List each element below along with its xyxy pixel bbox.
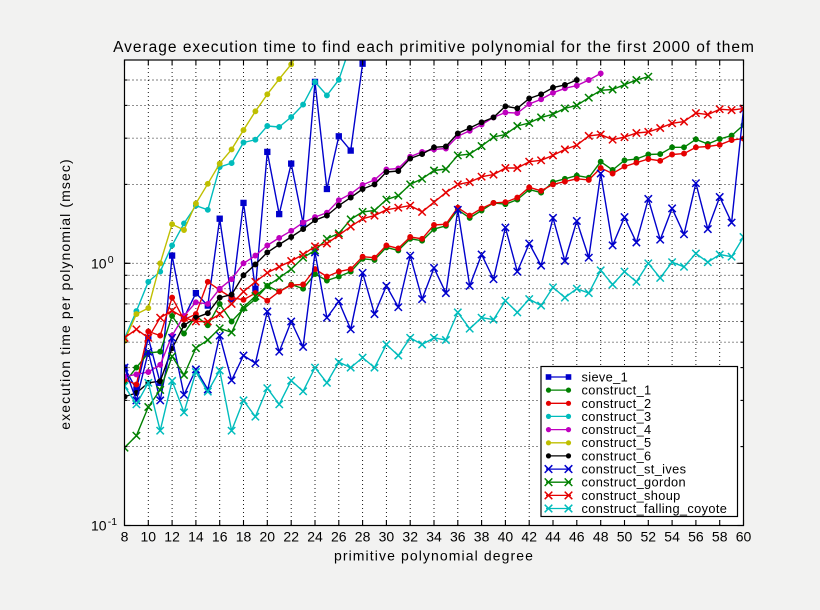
svg-text:16: 16 bbox=[212, 529, 228, 545]
svg-text:primitive polynomial degree: primitive polynomial degree bbox=[334, 548, 534, 564]
svg-text:8: 8 bbox=[121, 529, 129, 545]
svg-text:40: 40 bbox=[498, 529, 514, 545]
svg-text:48: 48 bbox=[593, 529, 609, 545]
svg-text:52: 52 bbox=[641, 529, 657, 545]
svg-text:36: 36 bbox=[450, 529, 466, 545]
svg-text:10: 10 bbox=[141, 529, 157, 545]
svg-text:construct_shoup: construct_shoup bbox=[582, 488, 681, 503]
svg-text:12: 12 bbox=[164, 529, 180, 545]
svg-text:54: 54 bbox=[664, 529, 680, 545]
svg-text:construct_3: construct_3 bbox=[582, 409, 652, 424]
svg-text:46: 46 bbox=[569, 529, 585, 545]
svg-text:construct_5: construct_5 bbox=[582, 435, 652, 450]
svg-text:56: 56 bbox=[688, 529, 704, 545]
svg-text:50: 50 bbox=[617, 529, 633, 545]
svg-text:44: 44 bbox=[545, 529, 561, 545]
svg-text:38: 38 bbox=[474, 529, 490, 545]
svg-text:34: 34 bbox=[426, 529, 442, 545]
svg-text:30: 30 bbox=[379, 529, 395, 545]
svg-text:32: 32 bbox=[402, 529, 418, 545]
svg-text:60: 60 bbox=[736, 529, 752, 545]
svg-text:construct_4: construct_4 bbox=[582, 422, 652, 437]
svg-text:42: 42 bbox=[521, 529, 537, 545]
svg-text:sieve_1: sieve_1 bbox=[582, 370, 629, 385]
svg-text:construct_2: construct_2 bbox=[582, 396, 652, 411]
svg-text:construct_st_ives: construct_st_ives bbox=[582, 462, 687, 477]
svg-text:58: 58 bbox=[712, 529, 728, 545]
svg-text:construct_falling_coyote: construct_falling_coyote bbox=[582, 501, 728, 516]
svg-text:24: 24 bbox=[307, 529, 323, 545]
svg-text:construct_gordon: construct_gordon bbox=[582, 475, 686, 490]
svg-text:14: 14 bbox=[188, 529, 204, 545]
svg-text:20: 20 bbox=[260, 529, 276, 545]
svg-text:18: 18 bbox=[236, 529, 252, 545]
svg-text:22: 22 bbox=[283, 529, 299, 545]
svg-text:execution time per polynomial: execution time per polynomial (msec) bbox=[57, 158, 73, 429]
svg-text:construct_6: construct_6 bbox=[582, 448, 652, 463]
svg-text:28: 28 bbox=[355, 529, 371, 545]
svg-text:construct_1: construct_1 bbox=[582, 383, 652, 398]
svg-text:Average execution time to find: Average execution time to find each prim… bbox=[113, 39, 755, 56]
svg-text:26: 26 bbox=[331, 529, 347, 545]
